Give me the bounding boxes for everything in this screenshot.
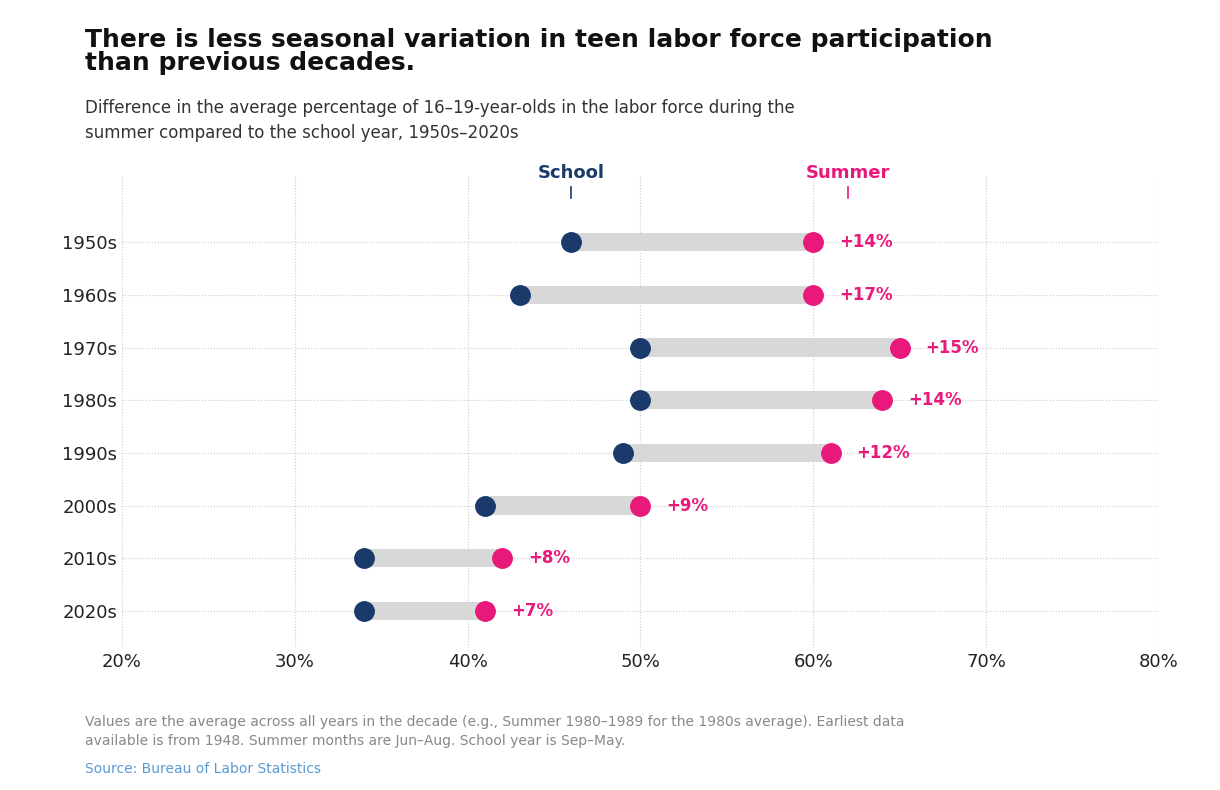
- Text: +9%: +9%: [666, 497, 709, 514]
- Text: +15%: +15%: [926, 339, 980, 356]
- Bar: [640, 391, 882, 409]
- Text: +7%: +7%: [511, 602, 553, 620]
- Text: Summer: Summer: [805, 164, 891, 182]
- Text: +14%: +14%: [839, 233, 893, 251]
- Bar: [640, 338, 899, 357]
- Text: +17%: +17%: [839, 286, 893, 304]
- Text: There is less seasonal variation in teen labor force participation: There is less seasonal variation in teen…: [85, 28, 993, 51]
- Bar: [623, 444, 831, 462]
- Text: +14%: +14%: [909, 391, 963, 409]
- Text: Values are the average across all years in the decade (e.g., Summer 1980–1989 fo: Values are the average across all years …: [85, 715, 905, 748]
- Bar: [571, 233, 814, 251]
- Text: +12%: +12%: [856, 444, 910, 462]
- Text: +8%: +8%: [528, 549, 570, 567]
- Text: than previous decades.: than previous decades.: [85, 51, 415, 75]
- Text: Source: Bureau of Labor Statistics: Source: Bureau of Labor Statistics: [85, 762, 321, 777]
- Bar: [520, 286, 814, 304]
- Text: Difference in the average percentage of 16–19-year-olds in the labor force durin: Difference in the average percentage of …: [85, 99, 795, 141]
- Text: School: School: [538, 164, 605, 182]
- Bar: [364, 602, 484, 620]
- Bar: [364, 549, 503, 567]
- Bar: [484, 496, 640, 515]
